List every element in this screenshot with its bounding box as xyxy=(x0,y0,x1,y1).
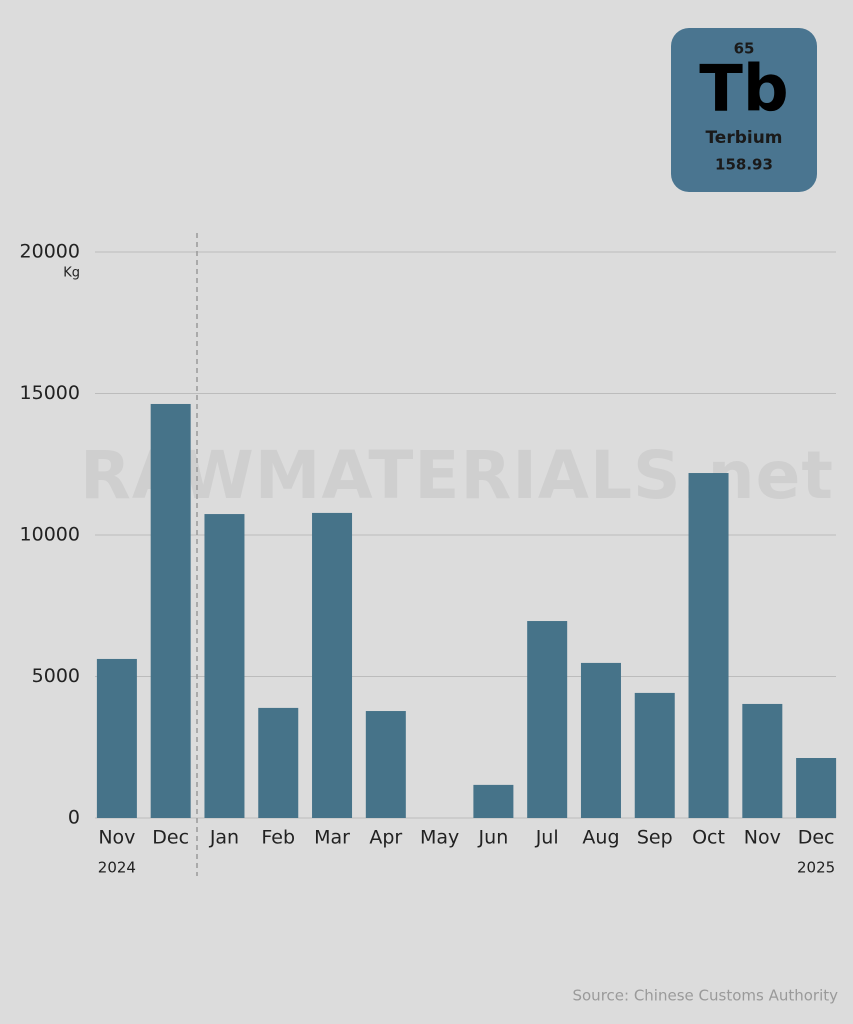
bar xyxy=(258,707,299,818)
x-tick-label: Aug xyxy=(582,827,619,849)
x-tick-label: May xyxy=(420,827,459,849)
y-tick-label: 10000 xyxy=(20,524,80,546)
x-tick-label: Dec xyxy=(152,827,189,849)
element-symbol: Tb xyxy=(699,53,788,127)
atomic-number: 65 xyxy=(734,40,755,58)
bar xyxy=(527,621,568,818)
bar xyxy=(634,692,675,818)
atomic-mass: 158.93 xyxy=(715,156,773,174)
element-card xyxy=(671,28,817,192)
bar xyxy=(365,711,406,818)
bar xyxy=(204,514,245,818)
year-label: 2024 xyxy=(98,859,136,877)
bar xyxy=(473,784,514,818)
x-tick-label: Jul xyxy=(535,827,559,849)
source: Source: Chinese Customs Authority xyxy=(572,987,838,1005)
x-tick-label: Nov xyxy=(98,827,135,849)
bar xyxy=(312,512,353,818)
y-tick-label: 5000 xyxy=(32,665,80,687)
x-tick-label: Sep xyxy=(637,827,673,849)
x-tick-label: Jun xyxy=(478,827,509,849)
y-tick-label: 0 xyxy=(68,807,80,829)
x-tick-label: Oct xyxy=(692,827,725,849)
bar xyxy=(580,662,621,818)
x-tick-label: Jan xyxy=(209,827,239,849)
y-tick-label: 15000 xyxy=(20,382,80,404)
y-axis-label: Kg xyxy=(63,266,80,281)
bar xyxy=(796,758,837,818)
x-tick-label: Apr xyxy=(369,827,402,849)
x-tick-label: Mar xyxy=(314,827,350,849)
bar xyxy=(150,403,191,818)
bar xyxy=(742,703,783,818)
x-tick-label: Dec xyxy=(798,827,835,849)
year-label: 2025 xyxy=(797,859,835,877)
y-tick-label: 20000 xyxy=(20,241,80,263)
x-tick-label: Feb xyxy=(261,827,295,849)
bar xyxy=(688,473,729,818)
x-tick-label: Nov xyxy=(744,827,781,849)
element-name: Terbium xyxy=(705,128,782,148)
bar xyxy=(96,658,137,818)
